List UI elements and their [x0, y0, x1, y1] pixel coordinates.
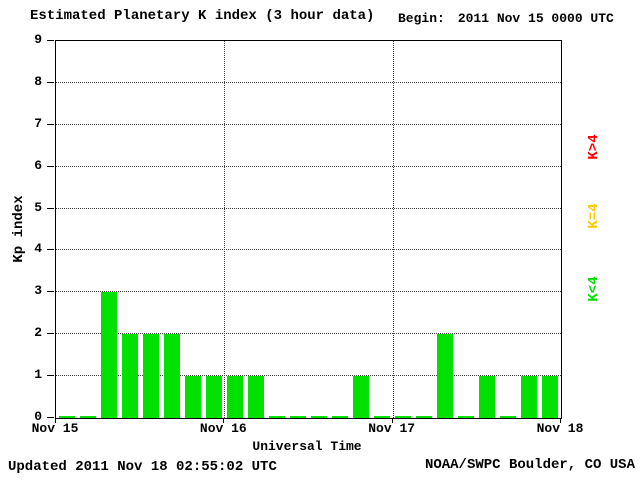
y-tick-mark	[47, 81, 54, 83]
kp-bar	[332, 416, 349, 418]
kp-bar	[121, 334, 138, 418]
y-tick-mark	[47, 40, 54, 41]
y-tick-label: 5	[34, 199, 42, 215]
kp-bar	[205, 376, 222, 418]
kp-bar	[479, 376, 496, 418]
x-tick-mark	[55, 418, 56, 423]
hgrid-line	[56, 249, 561, 251]
y-tick-label: 8	[34, 73, 42, 89]
hgrid-line	[56, 81, 561, 83]
kp-bar	[58, 416, 75, 418]
vgrid-line	[392, 41, 394, 418]
footer-updated: Updated 2011 Nov 18 02:55:02 UTC	[8, 459, 277, 475]
y-tick-mark	[47, 249, 54, 251]
hgrid-line	[56, 291, 561, 293]
begin-value: 2011 Nov 15 0000 UTC	[457, 11, 614, 26]
x-tick-mark	[223, 418, 225, 423]
x-tick-label: Nov 15	[31, 421, 79, 436]
footer-source: NOAA/SWPC Boulder, CO USA	[424, 457, 635, 473]
y-tick-label: 6	[34, 157, 42, 173]
kp-bar	[500, 416, 517, 418]
x-tick-label: Nov 17	[368, 421, 416, 436]
hgrid-line	[56, 123, 561, 125]
kp-bar	[247, 376, 264, 418]
y-tick-label: 9	[34, 32, 42, 47]
kp-bar	[100, 292, 117, 418]
kp-bar	[289, 416, 306, 418]
hgrid-line	[56, 165, 561, 167]
legend-item-k-eq-4: K=4	[586, 203, 602, 229]
y-tick-mark	[47, 291, 54, 293]
x-tick-mark	[391, 418, 393, 423]
y-tick-label: 3	[34, 283, 42, 299]
kp-bar	[437, 334, 454, 418]
y-tick-mark	[47, 375, 54, 377]
kp-bar	[79, 416, 96, 418]
begin-label: Begin:	[398, 11, 445, 26]
x-tick-label: Nov 16	[199, 421, 247, 436]
kp-bar	[226, 376, 243, 418]
x-tick-label: Nov 18	[536, 421, 584, 436]
y-tick-label: 0	[34, 409, 42, 424]
hgrid-line	[56, 207, 561, 209]
y-axis-label: Kp index	[11, 195, 27, 263]
kp-bar	[268, 416, 285, 418]
kp-bar	[395, 416, 412, 418]
vgrid-line	[224, 41, 226, 418]
y-tick-mark	[47, 417, 54, 418]
x-tick-mark	[560, 418, 561, 423]
x-axis-label: Universal Time	[252, 439, 362, 454]
kp-bar	[458, 416, 475, 418]
y-tick-mark	[47, 123, 54, 125]
kp-bar	[521, 376, 538, 418]
y-tick-mark	[47, 333, 54, 335]
kp-bar	[353, 376, 370, 418]
chart-title: Estimated Planetary K index (3 hour data…	[30, 8, 375, 24]
kp-bar	[163, 334, 180, 418]
y-tick-label: 2	[34, 325, 42, 341]
legend-item-k-gt-4: K>4	[586, 134, 602, 160]
kp-bar	[542, 376, 559, 418]
y-tick-mark	[47, 207, 54, 209]
y-tick-label: 1	[34, 367, 42, 383]
plot-area	[55, 40, 562, 419]
hgrid-line	[56, 375, 561, 377]
legend-item-k-lt-4: K<4	[586, 276, 602, 302]
kp-bar	[416, 416, 433, 418]
kp-bar	[311, 416, 328, 418]
y-tick-mark	[47, 165, 54, 167]
y-tick-label: 7	[34, 115, 42, 131]
hgrid-line	[56, 333, 561, 335]
y-tick-label: 4	[34, 241, 42, 257]
begin-timestamp: Begin: 2011 Nov 15 0000 UTC	[398, 11, 614, 26]
kp-bar	[184, 376, 201, 418]
kp-bar	[374, 416, 391, 418]
kp-bar	[142, 334, 159, 418]
